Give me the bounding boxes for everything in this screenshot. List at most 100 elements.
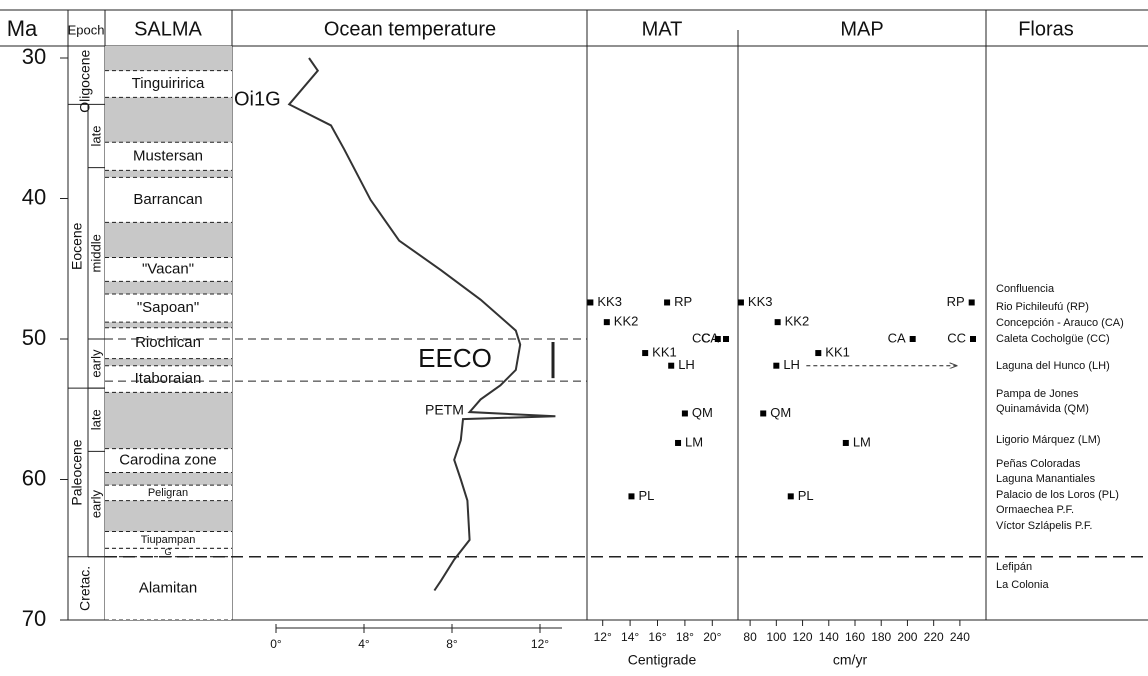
data-point: [603, 319, 610, 326]
scatter-tick-label: 120: [793, 630, 813, 644]
data-point: [628, 493, 635, 500]
salma-stage: [105, 177, 232, 223]
point-label: KK1: [652, 344, 677, 359]
annotation: PETM: [425, 402, 464, 418]
salma-stage: [105, 257, 232, 282]
annotation: EECO: [418, 343, 492, 373]
age-tick-label: 40: [22, 184, 46, 209]
salma-stage: [105, 70, 232, 98]
data-point: [909, 336, 916, 342]
salma-stage: [105, 556, 232, 620]
data-point: [968, 299, 975, 306]
scatter-tick-label: 220: [924, 630, 944, 644]
scatter-tick-label: 100: [766, 630, 786, 644]
salma-name: Carodina zone: [119, 452, 217, 469]
salma-stage: [105, 531, 232, 549]
data-point: [681, 410, 688, 417]
flora-name: Rio Pichileufú (RP): [996, 301, 1089, 313]
salma-stage: [105, 294, 232, 323]
flora-name: Palacio de los Loros (PL): [996, 489, 1119, 501]
subepoch-name: late: [88, 409, 103, 430]
data-point: [587, 299, 594, 306]
epoch-name: Paleocene: [69, 439, 85, 505]
subepoch-name: early: [88, 490, 103, 519]
flora-name: Ormaechea P.F.: [996, 504, 1074, 516]
scatter-tick-label: 200: [897, 630, 917, 644]
scatter-tick-label: 14°: [621, 630, 639, 644]
point-label: CA: [888, 330, 906, 345]
data-point: [664, 299, 671, 306]
salma-stage: [105, 485, 232, 501]
data-point: [668, 362, 675, 369]
annotation: Oi1G: [234, 88, 281, 110]
point-label: PL: [638, 488, 654, 503]
scatter-tick-label: 16°: [648, 630, 666, 644]
point-label: CA: [701, 330, 719, 345]
flora-name: Pampa de Jones: [996, 388, 1079, 400]
salma-stage: [105, 448, 232, 473]
data-point: [774, 319, 781, 326]
ocean-tick-label: 4°: [358, 637, 370, 651]
flora-name: Peñas Coloradas: [996, 458, 1081, 470]
point-label: RP: [674, 294, 692, 309]
salma-name: Tinguiririca: [132, 75, 205, 92]
flora-name: Laguna Manantiales: [996, 473, 1096, 485]
flora-name: Ligorio Márquez (LM): [996, 434, 1101, 446]
salma-name: Barrancan: [133, 191, 202, 208]
age-tick-label: 30: [22, 44, 46, 69]
epoch-name: Eocene: [69, 222, 85, 270]
salma-name: Tiupampan: [141, 534, 196, 546]
point-label: CC: [692, 330, 711, 345]
scatter-tick-label: 18°: [676, 630, 694, 644]
subepoch-name: middle: [88, 234, 103, 272]
age-tick-label: 50: [22, 325, 46, 350]
point-label: RP: [947, 294, 965, 309]
data-point: [787, 493, 794, 500]
age-tick-label: 60: [22, 465, 46, 490]
flora-name: Caleta Cocholgüe (CC): [996, 333, 1110, 345]
data-point: [815, 350, 822, 357]
salma-name: Riochican: [135, 334, 201, 351]
flora-name: Laguna del Hunco (LH): [996, 360, 1110, 372]
ocean-temperature-curve: [287, 57, 556, 592]
point-label: KK3: [597, 294, 622, 309]
salma-name: "Sapoan": [137, 299, 199, 316]
salma-name: Mustersan: [133, 147, 203, 164]
salma-name: G: [164, 547, 171, 557]
scatter-tick-label: 180: [871, 630, 891, 644]
mat-header: MAT: [642, 18, 683, 40]
ocean-tick-label: 12°: [531, 637, 549, 651]
data-point: [714, 336, 721, 342]
salma-stage: [105, 365, 232, 393]
scatter-tick-label: 12°: [594, 630, 612, 644]
salma-name: Itaboraian: [135, 370, 202, 387]
ocean-tick-label: 8°: [446, 637, 458, 651]
data-point: [737, 299, 744, 306]
salma-stage: [105, 327, 232, 359]
data-point: [675, 439, 682, 446]
data-point: [842, 439, 849, 446]
point-label: KK1: [825, 344, 850, 359]
age-tick-label: 70: [22, 606, 46, 631]
salma-stage: [105, 142, 232, 171]
point-label: LH: [783, 357, 800, 372]
data-point: [760, 410, 767, 417]
subepoch-name: early: [88, 349, 103, 378]
salma-name: "Vacan": [142, 260, 194, 277]
flora-name: Víctor Szlápelis P.F.: [996, 520, 1092, 532]
point-label: QM: [692, 405, 713, 420]
scatter-tick-label: 20°: [703, 630, 721, 644]
map-header: MAP: [840, 18, 883, 40]
point-label: LM: [685, 434, 703, 449]
scatter-tick-label: 140: [819, 630, 839, 644]
point-label: KK2: [614, 314, 639, 329]
salma-stage: [105, 548, 232, 557]
point-label: QM: [770, 405, 791, 420]
ocean-tick-label: 0°: [270, 637, 282, 651]
epoch-name: Cretac.: [77, 566, 93, 611]
data-point: [723, 336, 729, 342]
ma-header: Ma: [7, 16, 38, 41]
scatter-tick-label: 80: [743, 630, 757, 644]
salma-header: SALMA: [134, 18, 202, 40]
